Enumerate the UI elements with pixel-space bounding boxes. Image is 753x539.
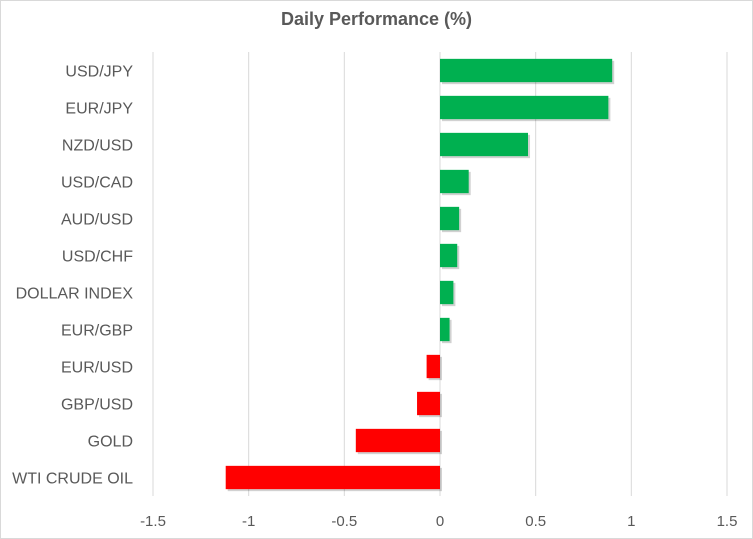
- bar: [440, 95, 609, 120]
- chart-title: Daily Performance (%): [280, 9, 473, 29]
- x-tick-label: 1: [627, 513, 635, 530]
- category-label: DOLLAR INDEX: [16, 286, 134, 303]
- category-label: USD/CHF: [62, 249, 133, 266]
- category-label: USD/JPY: [65, 64, 133, 81]
- x-tick-label: 0.5: [525, 513, 546, 530]
- bar: [440, 169, 469, 194]
- bar: [440, 317, 450, 342]
- category-label: EUR/USD: [61, 360, 133, 377]
- bar: [417, 391, 440, 416]
- bar: [440, 280, 454, 305]
- bar: [440, 132, 529, 157]
- x-tick-label: -1.5: [140, 513, 166, 530]
- x-tick-labels: -1.5 -1 -0.5 0 0.5 1 1.5: [140, 513, 737, 530]
- bar: [426, 354, 440, 379]
- x-tick-label: 1.5: [717, 513, 738, 530]
- bar: [225, 465, 440, 490]
- category-label: GOLD: [88, 434, 133, 451]
- category-labels: USD/JPY EUR/JPY NZD/USD USD/CAD AUD/USD USD/C…: [12, 64, 133, 488]
- category-label: EUR/JPY: [65, 101, 133, 118]
- bar: [440, 243, 458, 268]
- x-tick-label: 0: [436, 513, 444, 530]
- category-label: AUD/USD: [61, 212, 133, 229]
- category-label: GBP/USD: [61, 397, 133, 414]
- x-tick-label: -1: [242, 513, 255, 530]
- category-label: WTI CRUDE OIL: [12, 471, 133, 488]
- bars: [225, 58, 615, 492]
- bar: [355, 428, 440, 453]
- gridlines: [152, 52, 728, 496]
- category-label: NZD/USD: [62, 138, 133, 155]
- category-label: USD/CAD: [61, 175, 133, 192]
- bar: [440, 206, 460, 231]
- category-label: EUR/GBP: [61, 323, 133, 340]
- bar: [440, 58, 613, 83]
- x-tick-label: -0.5: [331, 513, 357, 530]
